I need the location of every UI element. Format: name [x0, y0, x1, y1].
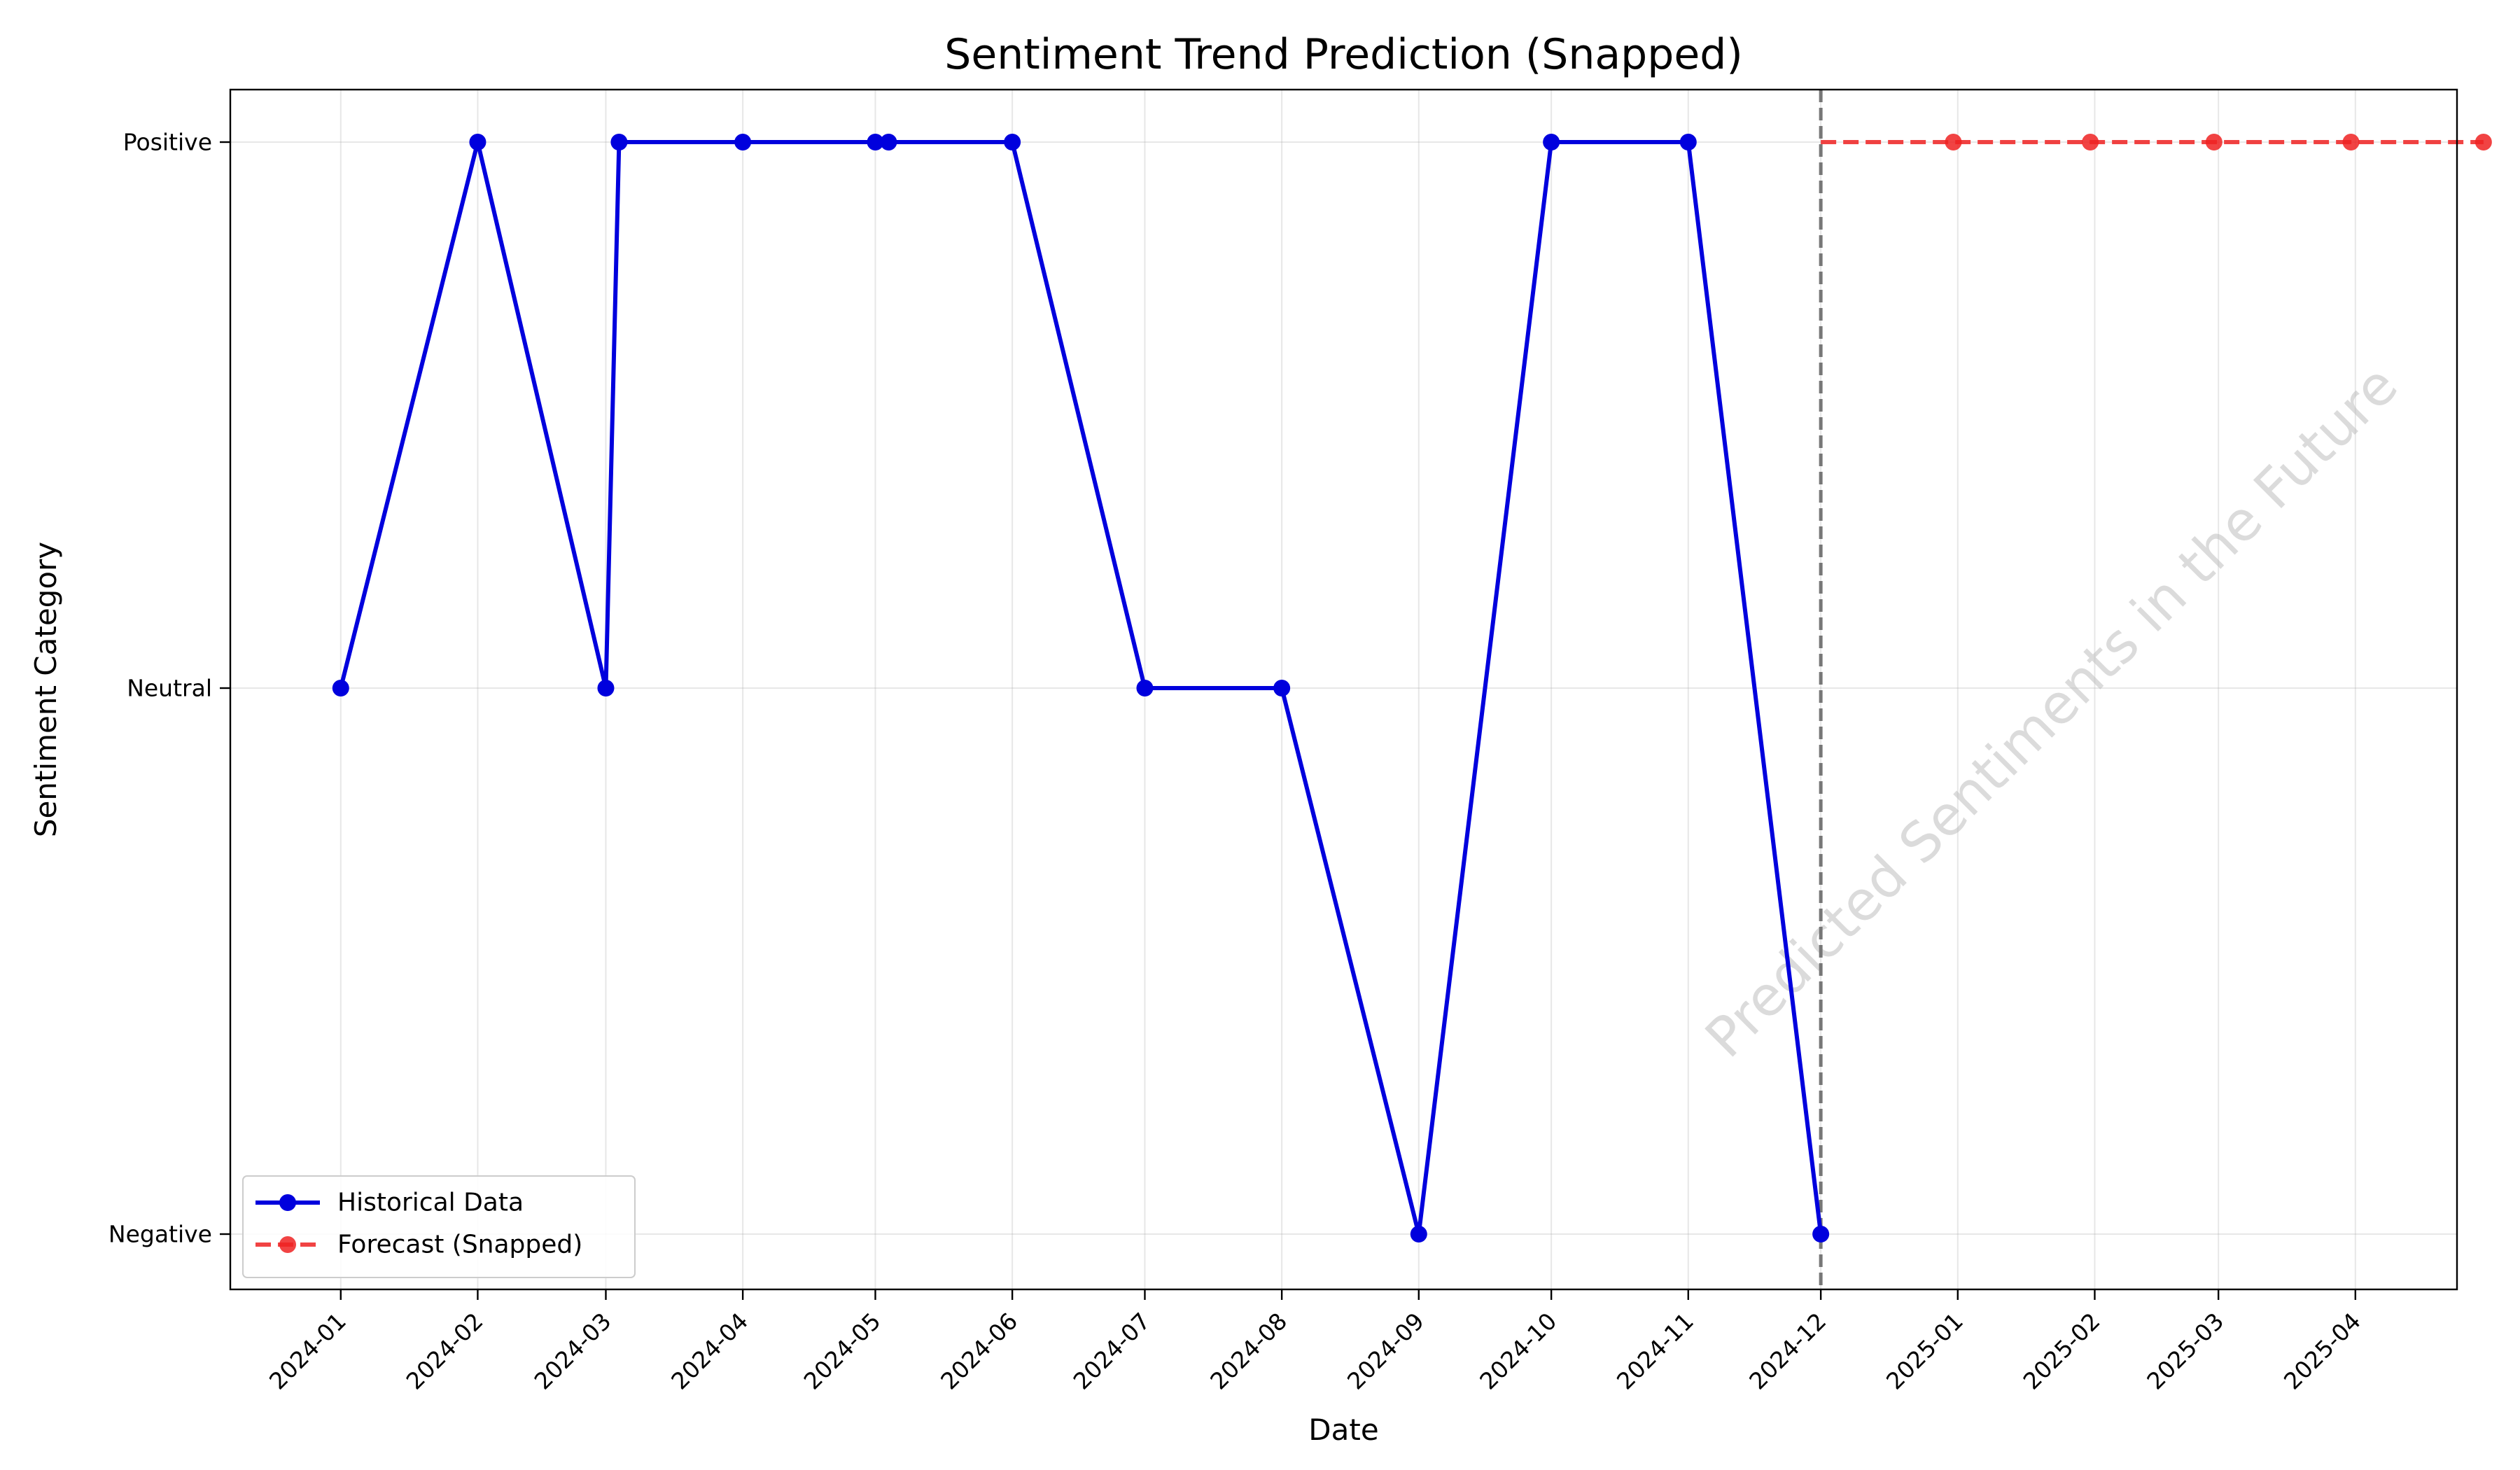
legend-historical-marker [279, 1194, 296, 1211]
historical-data-point [1004, 134, 1021, 150]
y-tick-label: Neutral [127, 675, 212, 702]
plot-frame [229, 88, 2458, 1291]
historical-data-point [610, 134, 628, 150]
y-tick-label: Negative [108, 1221, 212, 1248]
historical-data-point [1812, 1226, 1830, 1242]
historical-data-point [1136, 680, 1154, 696]
legend-forecast-marker [279, 1236, 296, 1253]
series [332, 134, 2492, 1242]
historical-series-line [338, 140, 1823, 1236]
legend-forecast-label: Forecast (Snapped) [337, 1231, 582, 1259]
historical-data-point [332, 680, 349, 696]
y-axis-ticks: Negative Neutral Positive [108, 129, 230, 1248]
forecast-data-point [2082, 134, 2099, 150]
historical-data-point [734, 134, 752, 150]
y-axis-title: Sentiment Category [29, 542, 63, 837]
historical-data-point [1410, 1226, 1427, 1242]
legend-entries: Historical Data Forecast (Snapped) [255, 1189, 582, 1259]
historical-data-point [469, 134, 486, 150]
historical-data-point [1679, 134, 1697, 150]
historical-data-point [1543, 134, 1560, 150]
forecast-data-point [2474, 134, 2492, 150]
chart-title: Sentiment Trend Prediction (Snapped) [944, 30, 1743, 79]
historical-data-point [880, 134, 897, 150]
forecast-data-point [1945, 134, 1962, 150]
forecast-data-point [2205, 134, 2222, 150]
historical-data-point [597, 680, 615, 696]
x-axis-title: Date [1308, 1413, 1378, 1447]
forecast-data-point [2342, 134, 2360, 150]
historical-data-point [1273, 680, 1291, 696]
legend-box [242, 1175, 636, 1278]
historical-data-point [867, 134, 884, 150]
y-tick-label: Positive [123, 129, 212, 156]
legend: Historical Data Forecast (Snapped) [242, 1175, 636, 1278]
legend-historical-label: Historical Data [337, 1189, 524, 1217]
